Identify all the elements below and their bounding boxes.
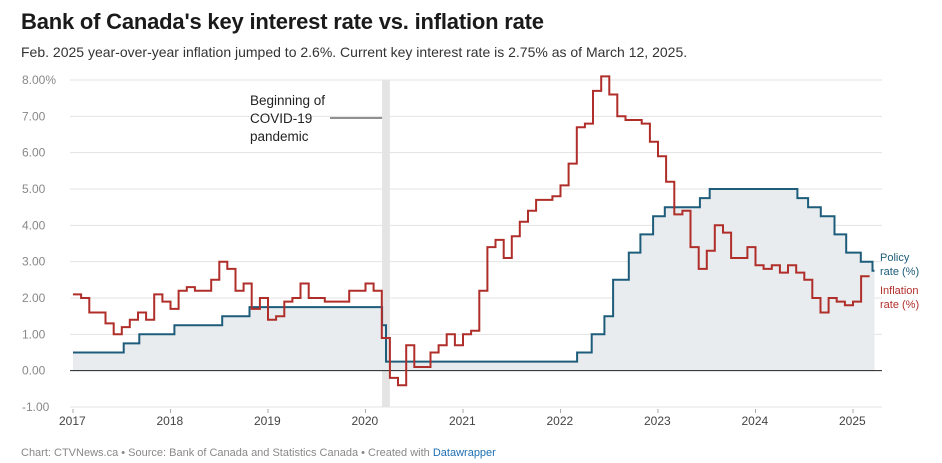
chart-subtitle: Feb. 2025 year-over-year inflation jumpe… (21, 44, 688, 60)
x-tick-label: 2025 (839, 414, 866, 428)
gridlines (70, 79, 882, 408)
annotation-line-3: pandemic (250, 129, 309, 144)
chart-title: Bank of Canada's key interest rate vs. i… (21, 9, 544, 34)
covid-annotation: Beginning of COVID-19 pandemic (250, 93, 383, 144)
x-tick-label: 2024 (742, 414, 769, 428)
y-tick-label: 7.00 (22, 109, 46, 123)
x-axis-ticks: 2017 2018 2019 2020 2021 2022 2023 2024 2025 (59, 409, 866, 428)
series-labels: Policy rate (%) Inflation rate (%) (880, 252, 919, 311)
policy-rate-area (73, 189, 875, 371)
inflation-rate-line (73, 75, 870, 387)
y-tick-label: -1.00 (22, 400, 50, 414)
x-tick-label: 2020 (352, 414, 379, 428)
x-tick-label: 2017 (59, 414, 86, 428)
footer-source: Chart: CTVNews.ca • Source: Bank of Cana… (21, 447, 433, 459)
x-tick-label: 2018 (157, 414, 184, 428)
annotation-line-2: COVID-19 (250, 111, 312, 126)
policy-rate-line (73, 188, 875, 363)
y-tick-label: 2.00 (22, 291, 46, 305)
y-tick-label: 5.00 (22, 182, 46, 196)
x-tick-label: 2021 (449, 414, 476, 428)
y-axis-ticks: -1.00 0.00 1.00 2.00 3.00 4.00 5.00 6.00 7.00 8.0… (22, 73, 56, 414)
policy-label-line-1: Policy (880, 252, 910, 264)
covid-band (382, 80, 390, 407)
x-tick-label: 2023 (644, 414, 671, 428)
y-tick-label: 4.00 (22, 218, 46, 232)
annotation-line-1: Beginning of (250, 93, 325, 108)
y-tick-label: 0.00 (22, 364, 46, 378)
inflation-label-line-1: Inflation (880, 285, 919, 297)
y-tick-label: 6.00 (22, 146, 46, 160)
x-tick-label: 2019 (254, 414, 281, 428)
y-tick-label: 8.00% (22, 73, 56, 87)
datawrapper-link[interactable]: Datawrapper (432, 447, 496, 459)
chart-footer: Chart: CTVNews.ca • Source: Bank of Cana… (21, 447, 496, 459)
inflation-label-line-2: rate (%) (880, 299, 919, 311)
y-tick-label: 3.00 (22, 255, 46, 269)
y-tick-label: 1.00 (22, 327, 46, 341)
policy-label-line-2: rate (%) (880, 266, 919, 278)
x-tick-label: 2022 (547, 414, 574, 428)
